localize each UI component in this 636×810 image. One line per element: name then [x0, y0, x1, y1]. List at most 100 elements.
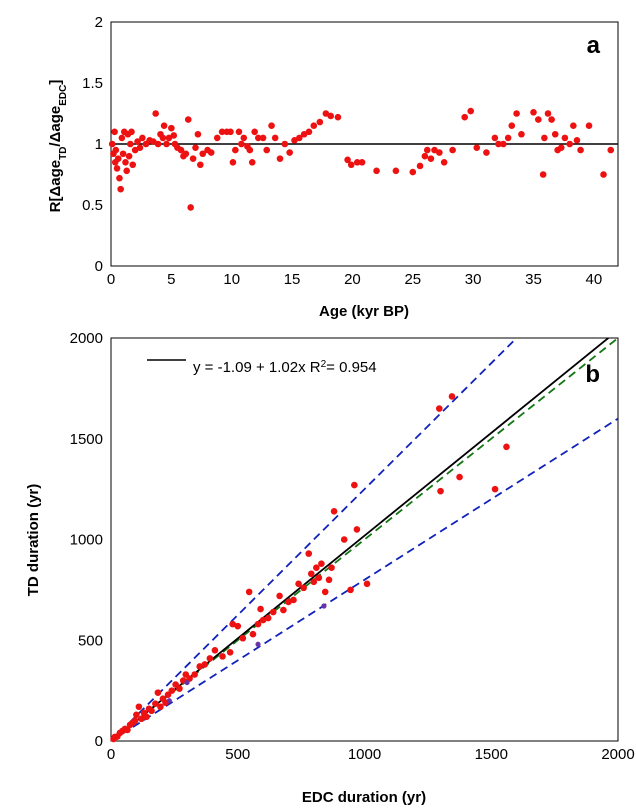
panel-a-data-point	[136, 144, 144, 151]
panel-a-data-point	[134, 138, 141, 145]
panel-b-data-point	[245, 588, 253, 596]
panel-a-data-point	[263, 146, 271, 154]
panel-a-data-point	[218, 128, 226, 136]
panel-b-data-point	[285, 598, 292, 606]
panel-a-data-point	[557, 144, 565, 151]
panel-a-x-tick-label: 20	[344, 271, 361, 288]
panel-a-x-tick-label: 30	[465, 271, 482, 288]
panel-b-x-tick-label: 1500	[475, 746, 508, 763]
panel-b-data-point	[325, 576, 333, 584]
panel-b-data-point	[211, 647, 219, 654]
panel-b-data-point	[330, 507, 338, 515]
panel-b-x-tick-label: 0	[107, 746, 115, 763]
panel-a-x-axis-title: Age (kyr BP)	[319, 303, 409, 320]
ylabel-suffix: ]	[47, 80, 64, 85]
panel-a-letter: a	[587, 32, 601, 59]
panel-b-data-point	[124, 726, 131, 734]
panel-b-x-axis-title: EDC duration (yr)	[302, 789, 426, 806]
panel-a-data-point	[296, 134, 303, 142]
panel-a-data-point	[154, 140, 162, 148]
panel-a-data-point	[504, 134, 512, 142]
panel-b-data-point	[206, 655, 214, 662]
panel-a-data-point	[122, 159, 129, 166]
panel-b-data-point	[435, 405, 443, 412]
panel-a-data-point	[259, 134, 267, 142]
panel-a-data-point	[607, 146, 615, 154]
panel-b-minor-data-point	[166, 698, 172, 704]
panel-b-letter: b	[585, 361, 600, 388]
panel-a-data-point	[491, 134, 499, 142]
panel-a-data-point	[577, 146, 584, 154]
panel-a-data-point	[182, 150, 190, 158]
panel-a-data-point	[168, 124, 175, 132]
panel-a-data-point	[152, 110, 159, 117]
panel-b-x-tick-label: 2000	[601, 746, 634, 763]
panel-a-data-point	[229, 159, 237, 166]
panel-b-data-point	[340, 536, 348, 543]
panel-a-data-point	[199, 150, 207, 158]
panel-b-data-point	[259, 616, 267, 624]
panel-b-data-point	[290, 596, 297, 604]
panel-a-y-tick-labels: 0 0.5 1 1.5 2	[82, 14, 103, 275]
panel-a-data-point	[127, 140, 134, 148]
panel-a-data-point	[495, 140, 502, 148]
panel-b-legend: y = -1.09 + 1.02x R2= 0.954	[147, 359, 377, 377]
panel-b-y-tick-label: 500	[78, 632, 103, 649]
panel-a-y-axis-title: R[ΔageTD/ΔageEDC]	[47, 80, 69, 213]
panel-b-data-point	[219, 653, 226, 660]
panel-a-data-point	[268, 122, 275, 129]
panel-b-y-tick-label: 2000	[70, 330, 103, 347]
panel-a-data-point	[539, 171, 547, 178]
panel-b-data-point	[168, 687, 176, 694]
panel-a-data-point	[508, 122, 516, 129]
panel-a-data-point	[139, 134, 146, 142]
panel-a-data-point	[423, 146, 431, 154]
panel-b-data-point	[300, 584, 307, 592]
panel-b-y-axis-title: TD duration (yr)	[25, 484, 42, 597]
panel-b-data-point	[131, 717, 139, 725]
panel-a-data-point	[160, 122, 168, 129]
panel-a-data-point	[254, 134, 262, 142]
panel-a-data-point	[530, 108, 537, 116]
panel-a-data-point	[112, 146, 120, 154]
panel-a-data-point	[416, 162, 424, 170]
panel-a-data-point	[518, 130, 525, 138]
panel-a-data-point	[449, 146, 456, 154]
panel-a-data-point	[541, 134, 548, 142]
panel-a-x-tick-label: 15	[284, 271, 301, 288]
panel-b-data-point	[276, 592, 283, 600]
panel-a-data-point	[473, 144, 481, 151]
panel-b-data-point	[234, 622, 242, 630]
panel-a-data-point	[427, 155, 435, 162]
panel-a-data-point	[327, 112, 335, 120]
panel-a-data-point	[467, 107, 475, 115]
panel-b-data-point	[448, 393, 456, 400]
panel-a-data-point	[573, 137, 581, 144]
panel-b-data-point	[351, 481, 358, 489]
ylabel-slash: /	[47, 142, 64, 147]
panel-b-data-point	[310, 578, 318, 586]
panel-a-data-point	[570, 122, 577, 129]
panel-b-y-tick-labels: 0 500 1000 1500 2000	[70, 330, 103, 750]
panel-a-data-point	[108, 140, 116, 148]
panel-b-data-point	[249, 630, 257, 638]
panel-a-data-point	[116, 174, 123, 182]
panel-b-data-point	[269, 608, 277, 616]
panel-a-data-point	[189, 155, 197, 162]
panel-a-data-point	[163, 140, 170, 148]
ylabel-sub1: TD	[58, 147, 69, 160]
panel-a-data-point	[240, 134, 248, 142]
panel-b-data-point	[328, 564, 335, 572]
panel-b-data-point	[239, 634, 247, 642]
legend-equation: y = -1.09 + 1.02x R2= 0.954	[193, 359, 377, 377]
panel-a-data-point	[409, 168, 417, 176]
panel-b-data-point	[437, 487, 444, 495]
panel-a-data-point	[286, 149, 293, 156]
panel-b-data-point	[157, 703, 164, 711]
panel-b-data-point	[363, 580, 371, 588]
panel-a-data-point	[461, 113, 468, 121]
panel-a-data-point	[353, 159, 361, 166]
panel-b: 0 500 1000 1500 2000 0 500 1000 1500 2000 b y = …	[25, 330, 635, 806]
panel-a-data-point	[248, 159, 256, 166]
legend-equation-text: y = -1.09 + 1.02x R	[193, 359, 321, 376]
